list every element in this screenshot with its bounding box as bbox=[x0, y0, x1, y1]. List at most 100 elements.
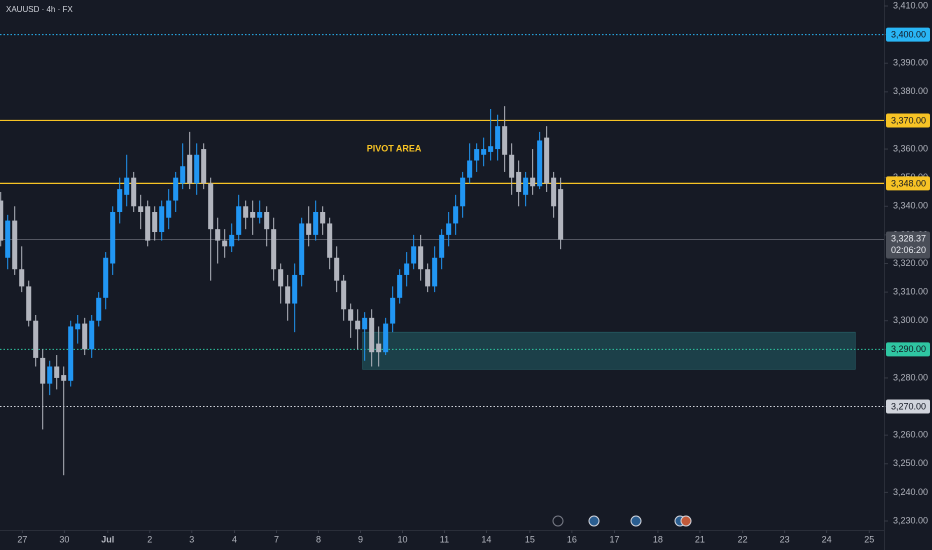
candle-body bbox=[201, 149, 207, 184]
price-tag-label: 3,348.00 bbox=[891, 178, 926, 188]
candle-body bbox=[68, 326, 74, 381]
event-icon[interactable] bbox=[680, 515, 692, 527]
event-icon[interactable] bbox=[552, 515, 564, 527]
candle-body bbox=[40, 357, 46, 384]
y-tick-label: 3,410.00 bbox=[893, 0, 928, 10]
price-tag bbox=[886, 27, 930, 42]
candle-body bbox=[474, 149, 480, 161]
candle-body bbox=[369, 317, 375, 353]
x-tick-label: 8 bbox=[316, 534, 321, 544]
candle-body bbox=[110, 212, 116, 264]
y-tick-label: 3,310.00 bbox=[893, 286, 928, 296]
candle-body bbox=[495, 126, 501, 150]
candle-body bbox=[537, 140, 543, 187]
candle-body bbox=[257, 212, 263, 218]
x-tick-label: 9 bbox=[358, 534, 363, 544]
candle-body bbox=[117, 189, 123, 212]
candle-body bbox=[89, 320, 95, 350]
candle-body bbox=[152, 212, 158, 233]
candle-body bbox=[187, 154, 193, 184]
candle-body bbox=[159, 206, 165, 233]
candle-body bbox=[404, 263, 410, 275]
candle-body bbox=[383, 323, 389, 353]
price-tag bbox=[886, 342, 930, 357]
y-tick-label: 3,280.00 bbox=[893, 372, 928, 382]
x-tick-label: 4 bbox=[232, 534, 237, 544]
x-tick-label: 22 bbox=[738, 534, 748, 544]
x-tick-label: 23 bbox=[780, 534, 790, 544]
candle-body bbox=[285, 286, 291, 304]
x-tick-label: 16 bbox=[567, 534, 577, 544]
x-tick-label: Jul bbox=[101, 534, 114, 544]
candle-body bbox=[418, 246, 424, 270]
candle-body bbox=[236, 206, 242, 235]
y-tick-label: 3,380.00 bbox=[893, 86, 928, 96]
candle-body bbox=[47, 366, 53, 384]
candle-body bbox=[299, 223, 305, 275]
last-price-tag bbox=[886, 231, 930, 259]
candle-body bbox=[222, 240, 228, 247]
candle-body bbox=[215, 229, 221, 241]
candle-body bbox=[362, 317, 368, 330]
event-icons bbox=[552, 515, 692, 527]
candle-body bbox=[145, 206, 151, 241]
candle-body bbox=[61, 375, 67, 381]
candle-body bbox=[0, 200, 4, 241]
candle-body bbox=[509, 154, 515, 178]
candle-body bbox=[33, 320, 39, 358]
candle-body bbox=[341, 280, 347, 310]
candle-body bbox=[516, 171, 522, 192]
event-icon[interactable] bbox=[588, 515, 600, 527]
candle-body bbox=[96, 297, 102, 321]
candle-body bbox=[173, 177, 179, 201]
demand-zone bbox=[362, 331, 856, 370]
y-tick-label: 3,230.00 bbox=[893, 515, 928, 525]
candle-body bbox=[243, 206, 249, 218]
candle-body bbox=[313, 212, 319, 235]
plot-area: PIVOT AREA bbox=[0, 34, 884, 476]
price-tag-label: 3,270.00 bbox=[891, 401, 926, 411]
candle-body bbox=[180, 166, 186, 184]
y-tick-label: 3,250.00 bbox=[893, 458, 928, 468]
candle-body bbox=[551, 177, 557, 207]
candle-body bbox=[166, 200, 172, 218]
x-tick-label: 15 bbox=[525, 534, 535, 544]
y-tick-label: 3,390.00 bbox=[893, 58, 928, 68]
x-tick-label: 24 bbox=[822, 534, 832, 544]
candle-body bbox=[348, 309, 354, 321]
candle-body bbox=[271, 229, 277, 270]
candle-body bbox=[439, 234, 445, 258]
x-tick-label: 14 bbox=[481, 534, 491, 544]
x-tick-label: 3 bbox=[189, 534, 194, 544]
candle-body bbox=[26, 286, 32, 321]
candle-body bbox=[320, 212, 326, 224]
candle-body bbox=[453, 206, 459, 224]
price-tag bbox=[886, 113, 930, 128]
candle-body bbox=[12, 220, 18, 270]
countdown-label: 02:06:20 bbox=[891, 245, 926, 255]
y-tick-label: 3,320.00 bbox=[893, 258, 928, 268]
candle-body bbox=[75, 323, 81, 330]
candle-body bbox=[467, 160, 473, 178]
last-price-label: 3,328.37 bbox=[891, 233, 926, 243]
candle-body bbox=[82, 323, 88, 350]
candle-body bbox=[432, 257, 438, 287]
candle-body bbox=[334, 257, 340, 281]
candle-body bbox=[544, 137, 550, 184]
event-icon[interactable] bbox=[630, 515, 642, 527]
candle-body bbox=[54, 366, 60, 378]
annotation: PIVOT AREA bbox=[367, 143, 422, 153]
candle-body bbox=[264, 212, 270, 230]
candle-body bbox=[481, 149, 487, 155]
candle-body bbox=[19, 269, 25, 287]
candle-body bbox=[446, 223, 452, 235]
candle-body bbox=[278, 269, 284, 287]
x-tick-label: 25 bbox=[864, 534, 874, 544]
price-tag-label: 3,400.00 bbox=[891, 29, 926, 39]
y-tick-label: 3,360.00 bbox=[893, 143, 928, 153]
candle-body bbox=[229, 234, 235, 247]
candle-body bbox=[425, 269, 431, 287]
